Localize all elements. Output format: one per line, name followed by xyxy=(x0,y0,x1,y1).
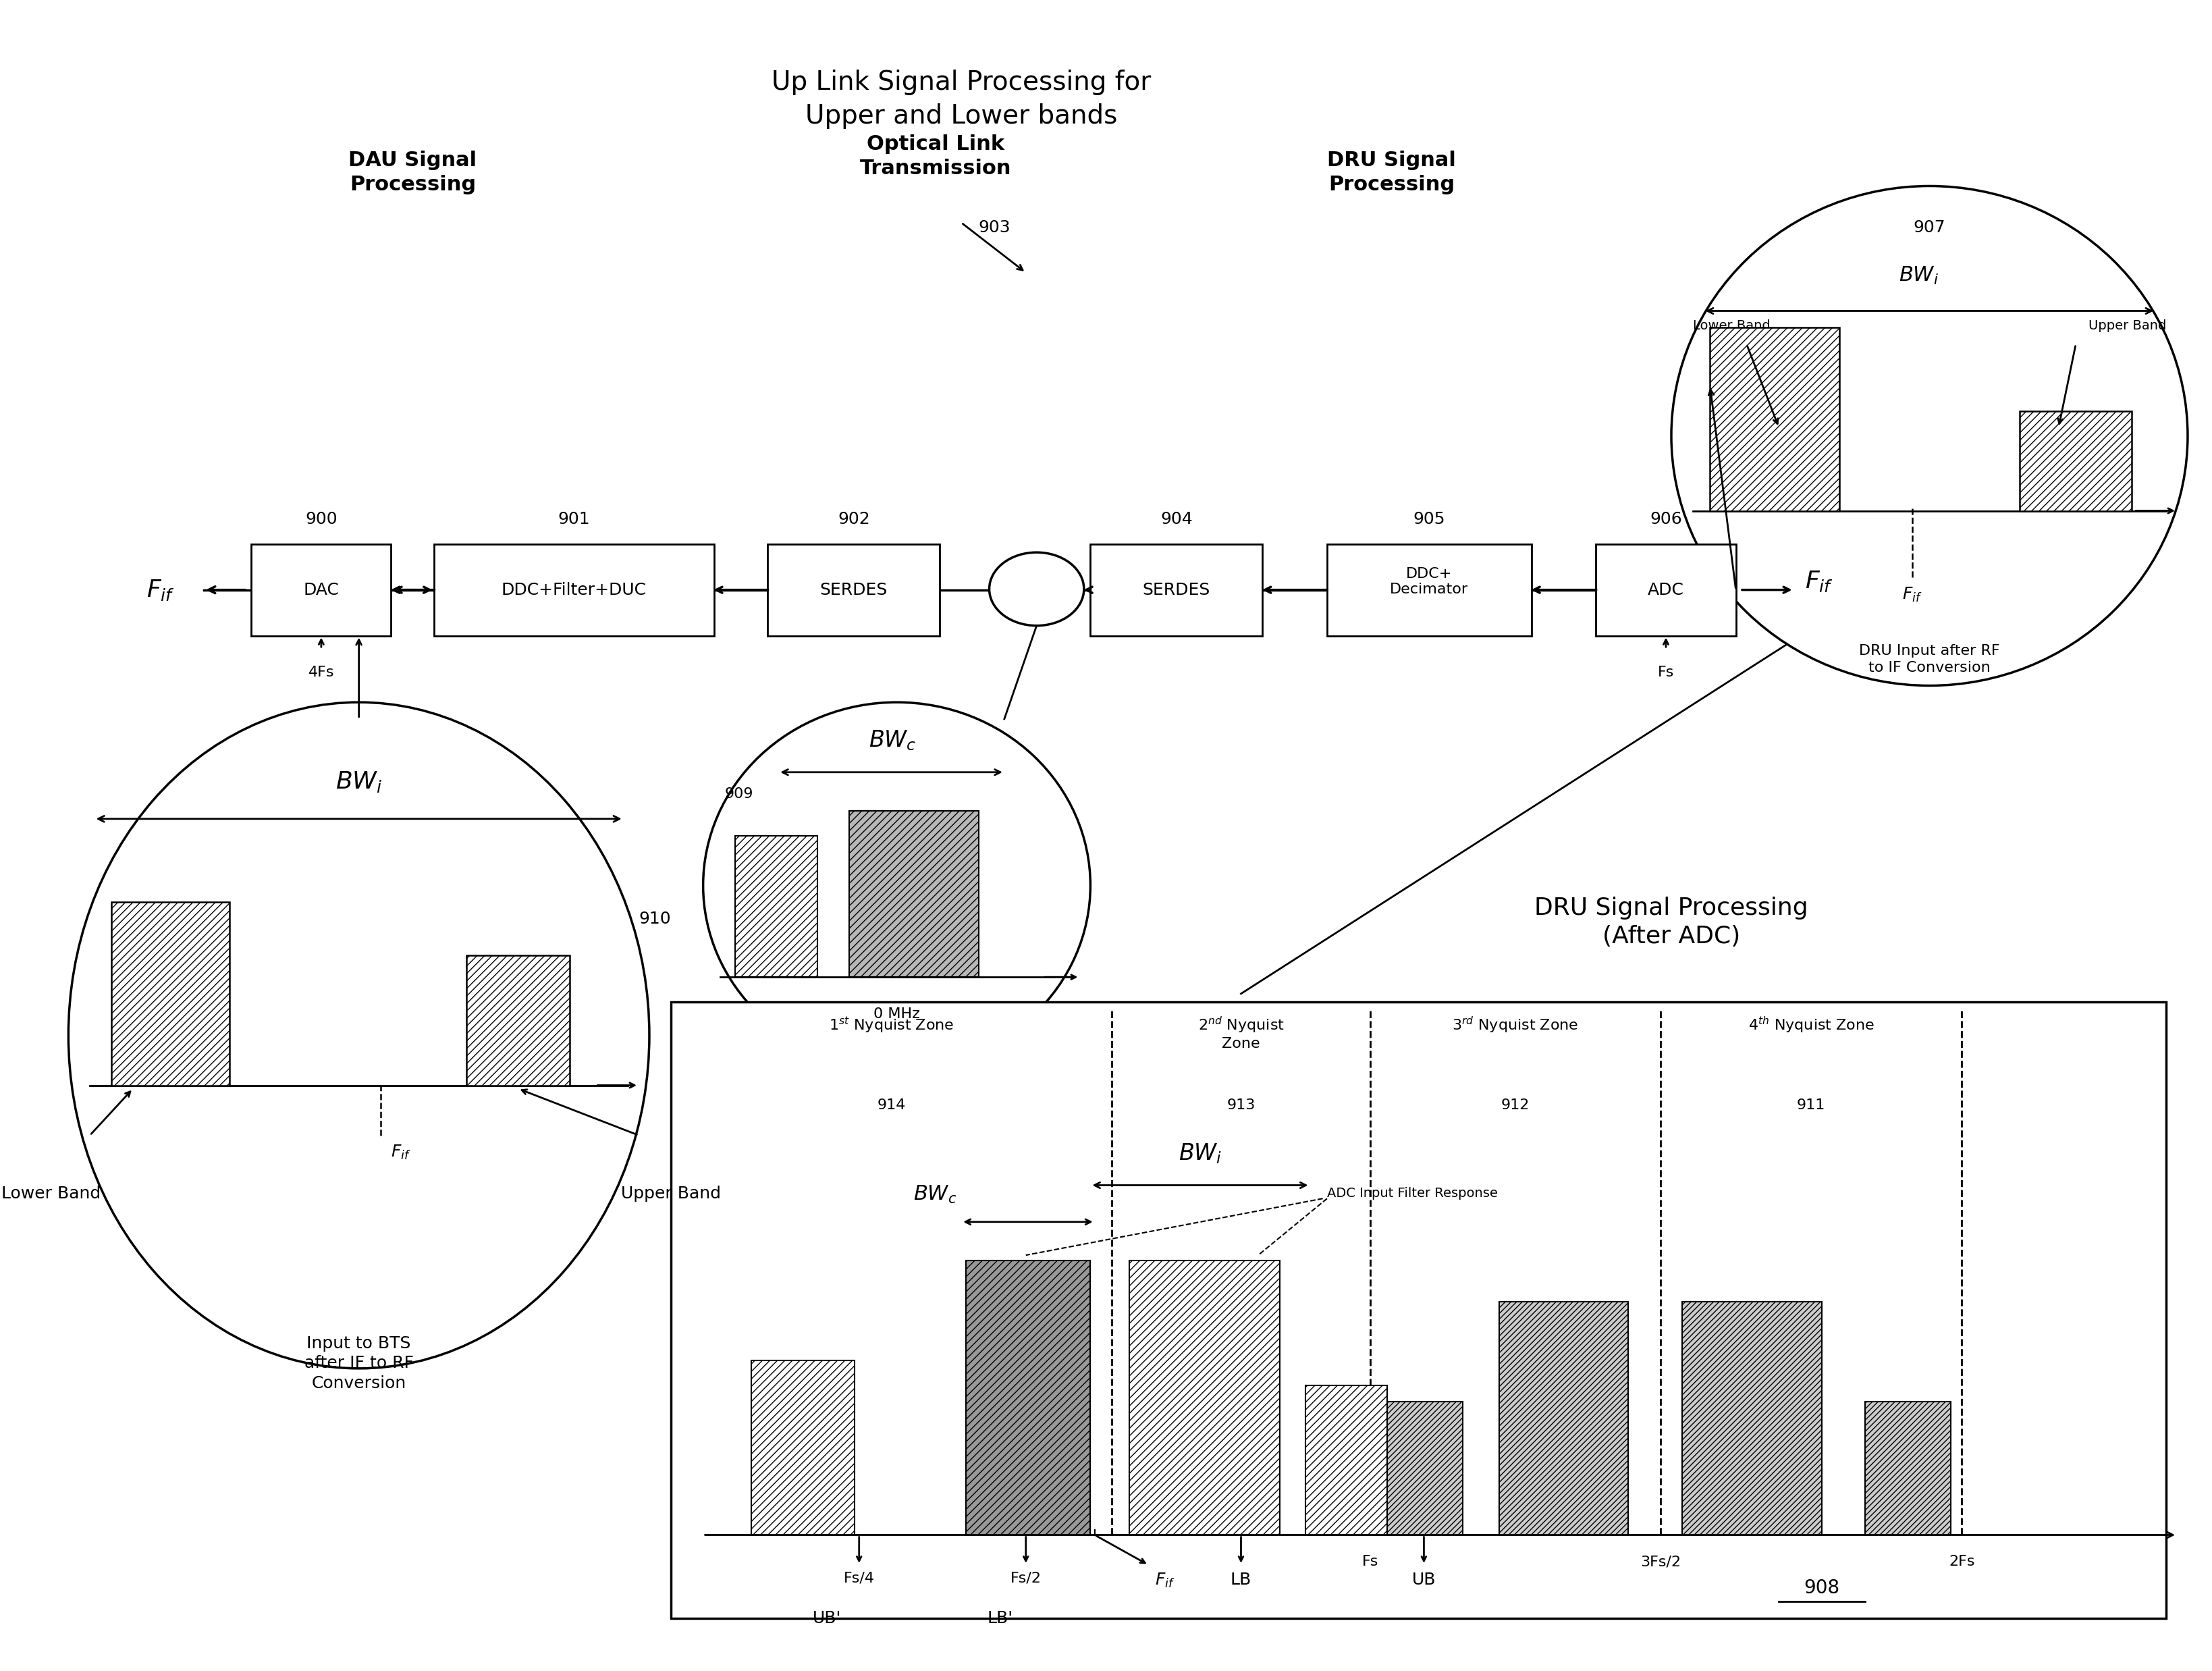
Bar xyxy=(1305,1385,1387,1536)
Text: $BW_i$: $BW_i$ xyxy=(336,770,383,794)
Bar xyxy=(1710,328,1838,511)
Bar xyxy=(434,545,714,635)
Text: $F_{if}$: $F_{if}$ xyxy=(1805,570,1834,593)
Text: $F_{if}$: $F_{if}$ xyxy=(392,1143,411,1161)
Text: 902: 902 xyxy=(838,511,869,528)
Text: Input to BTS
after IF to RF
Conversion: Input to BTS after IF to RF Conversion xyxy=(305,1335,414,1392)
Text: 904: 904 xyxy=(1161,511,1192,528)
Text: 0 MHz: 0 MHz xyxy=(874,1008,920,1021)
Text: 3Fs/2: 3Fs/2 xyxy=(1641,1556,1681,1569)
Bar xyxy=(1597,545,1736,635)
Text: DRU Signal Processing
(After ADC): DRU Signal Processing (After ADC) xyxy=(1535,896,1807,947)
Bar xyxy=(734,836,816,978)
Bar xyxy=(849,810,978,978)
Text: SERDES: SERDES xyxy=(821,582,887,598)
Text: 908: 908 xyxy=(1805,1579,1840,1597)
Text: LB': LB' xyxy=(987,1609,1013,1626)
Bar xyxy=(1091,545,1263,635)
Text: 1$^{st}$ Nyquist Zone: 1$^{st}$ Nyquist Zone xyxy=(830,1016,953,1034)
Text: $F_{if}$: $F_{if}$ xyxy=(1155,1572,1175,1589)
Bar xyxy=(2020,411,2132,511)
Text: 903: 903 xyxy=(978,219,1011,236)
Text: $BW_c$: $BW_c$ xyxy=(869,729,916,752)
Text: 910: 910 xyxy=(639,911,670,927)
Text: 905: 905 xyxy=(1413,511,1444,528)
Ellipse shape xyxy=(69,702,650,1369)
Bar xyxy=(1387,1402,1462,1536)
Text: Upper Band: Upper Band xyxy=(2088,319,2166,333)
Bar xyxy=(670,1003,2166,1618)
Circle shape xyxy=(989,553,1084,625)
Text: Lower Band: Lower Band xyxy=(1692,319,1770,333)
Bar xyxy=(1681,1302,1823,1536)
Text: 906: 906 xyxy=(1650,511,1681,528)
Bar xyxy=(111,902,230,1084)
Text: 3$^{rd}$ Nyquist Zone: 3$^{rd}$ Nyquist Zone xyxy=(1451,1016,1579,1034)
Text: LB: LB xyxy=(1230,1572,1252,1587)
Text: $F_{if}$: $F_{if}$ xyxy=(146,578,175,602)
Bar xyxy=(1500,1302,1628,1536)
Bar xyxy=(467,956,571,1084)
Text: Up Link Signal Processing for
Upper and Lower bands: Up Link Signal Processing for Upper and … xyxy=(772,70,1150,129)
Text: 4$^{th}$ Nyquist Zone: 4$^{th}$ Nyquist Zone xyxy=(1747,1016,1874,1034)
Text: Fs/2: Fs/2 xyxy=(1011,1572,1042,1586)
Text: Upper Band: Upper Band xyxy=(622,1185,721,1201)
Text: DRU Signal
Processing: DRU Signal Processing xyxy=(1327,150,1455,194)
Text: DDC+Filter+DUC: DDC+Filter+DUC xyxy=(502,582,646,598)
Bar xyxy=(252,545,392,635)
Text: Fs: Fs xyxy=(1657,665,1674,678)
Text: UB: UB xyxy=(1411,1572,1436,1587)
Text: $F_{if}$: $F_{if}$ xyxy=(1902,587,1922,603)
Text: Fs/4: Fs/4 xyxy=(843,1572,874,1586)
Text: $BW_i$: $BW_i$ xyxy=(1179,1141,1221,1165)
Text: DAC: DAC xyxy=(303,582,338,598)
Text: ADC: ADC xyxy=(1648,582,1683,598)
Text: 2Fs: 2Fs xyxy=(1949,1556,1975,1569)
Text: 900: 900 xyxy=(305,511,336,528)
Text: DRU Input after RF
to IF Conversion: DRU Input after RF to IF Conversion xyxy=(1858,643,2000,673)
Text: 907: 907 xyxy=(1913,219,1947,236)
Text: $BW_c$: $BW_c$ xyxy=(914,1185,958,1205)
Text: 4Fs: 4Fs xyxy=(307,665,334,678)
Ellipse shape xyxy=(1672,185,2188,685)
Text: $BW_i$: $BW_i$ xyxy=(1898,266,1938,286)
Ellipse shape xyxy=(703,702,1091,1069)
Text: Fs: Fs xyxy=(1363,1556,1378,1569)
Text: DDC+
Decimator: DDC+ Decimator xyxy=(1389,566,1469,597)
Text: SERDES: SERDES xyxy=(1144,582,1210,598)
Text: 913: 913 xyxy=(1228,1098,1254,1113)
Bar xyxy=(768,545,940,635)
Text: Optical Link
Transmission: Optical Link Transmission xyxy=(860,134,1011,177)
Text: ADC Input Filter Response: ADC Input Filter Response xyxy=(1327,1186,1498,1200)
Text: 911: 911 xyxy=(1796,1098,1825,1113)
Text: UB': UB' xyxy=(812,1609,841,1626)
Text: 901: 901 xyxy=(557,511,591,528)
Text: Lower Band: Lower Band xyxy=(2,1185,102,1201)
Bar xyxy=(1327,545,1531,635)
Text: DAU Signal
Processing: DAU Signal Processing xyxy=(349,150,478,194)
Bar xyxy=(752,1360,854,1536)
Bar xyxy=(1128,1260,1281,1536)
Text: 909: 909 xyxy=(726,787,754,800)
Bar xyxy=(967,1260,1091,1536)
Text: 914: 914 xyxy=(878,1098,905,1113)
Text: 2$^{nd}$ Nyquist
Zone: 2$^{nd}$ Nyquist Zone xyxy=(1199,1016,1285,1051)
Text: 912: 912 xyxy=(1502,1098,1531,1113)
Bar xyxy=(1865,1402,1951,1536)
